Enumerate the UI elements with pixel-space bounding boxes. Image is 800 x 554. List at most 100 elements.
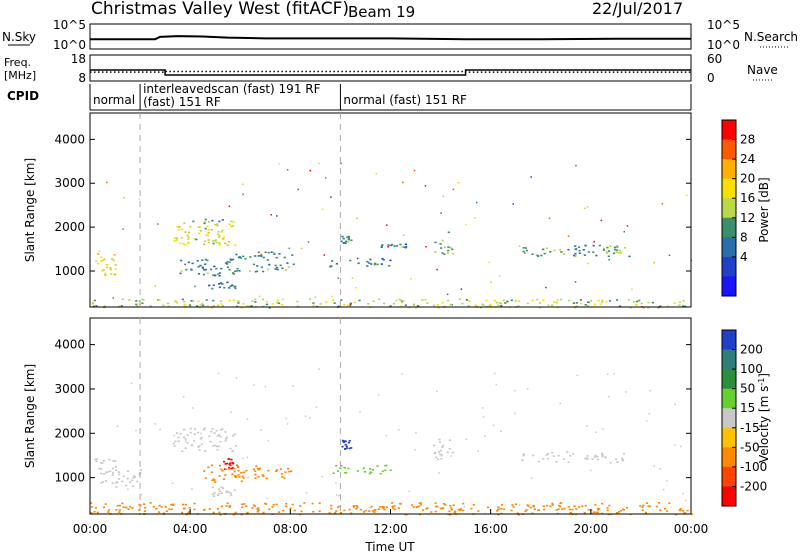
power-cell — [613, 248, 616, 251]
velocity-y-ticks: 1000 2000 3000 4000 — [54, 338, 691, 485]
velocity-colorbar-tick-label-3: 15 — [740, 401, 755, 415]
vel-cell — [555, 509, 558, 511]
x-tick-label-4: 16:00 — [473, 522, 508, 536]
power-cell — [376, 263, 379, 266]
power-scatter-cell — [442, 195, 445, 198]
power-patch-9 — [522, 244, 631, 258]
power-cell — [248, 305, 251, 308]
power-cell — [339, 305, 342, 308]
noise-left-tick-top: 10^5 — [53, 18, 86, 32]
power-scatter-cell — [331, 295, 333, 298]
vel-scatter-cell — [492, 424, 495, 426]
power-scatter-cell — [123, 197, 125, 199]
power-scatter-cell — [593, 240, 595, 243]
power-scatter-cell — [355, 287, 357, 289]
vel-cell — [226, 502, 229, 505]
power-colorbar-swatch-6 — [722, 237, 736, 258]
power-cell — [347, 235, 350, 238]
vel-cell — [241, 506, 244, 509]
vel-cell — [237, 466, 240, 468]
vel-cell — [433, 444, 436, 447]
power-cell — [95, 305, 98, 307]
vel-cell — [606, 507, 609, 509]
power-cell — [235, 253, 238, 256]
power-cell — [602, 249, 605, 251]
vel-cell — [233, 489, 236, 491]
vel-cell — [172, 503, 175, 506]
vel-cell — [237, 474, 240, 476]
power-cell — [441, 252, 444, 254]
power-cell — [177, 228, 180, 231]
vel-cell — [372, 510, 375, 512]
vel-cell — [364, 509, 367, 512]
power-cell — [212, 240, 215, 242]
vel-cell — [439, 453, 442, 456]
power-cell — [226, 244, 229, 247]
power-cell — [205, 234, 208, 236]
vel-cell — [203, 470, 206, 472]
vel-cell — [233, 433, 236, 436]
power-cell — [608, 250, 611, 252]
vel-cell — [664, 508, 667, 510]
power-cell — [499, 302, 503, 305]
power-cell — [262, 298, 265, 301]
vel-cell — [336, 470, 340, 472]
velocity-cells-group — [90, 368, 694, 516]
vel-cell — [210, 471, 213, 473]
power-scatter-cell — [307, 241, 310, 243]
power-cell — [638, 299, 641, 302]
vel-scatter-cell — [608, 396, 610, 398]
vel-cell — [421, 509, 425, 511]
vel-cell — [438, 441, 442, 443]
power-ytick-label-1: 2000 — [54, 220, 85, 234]
power-cell — [615, 249, 618, 251]
vel-scatter-cell — [292, 385, 294, 387]
vel-cell — [524, 510, 527, 513]
power-scatter-cell — [661, 202, 664, 205]
vel-cell — [216, 508, 220, 510]
power-scatter-cell — [387, 246, 389, 248]
power-cell — [465, 299, 468, 301]
velocity-colorbar-tick-label-2: 50 — [740, 382, 755, 396]
power-cell — [249, 270, 252, 272]
power-cell — [214, 224, 217, 226]
power-cell — [421, 299, 424, 301]
power-cell — [237, 302, 240, 304]
power-cell — [204, 218, 207, 221]
power-scatter-cell — [643, 307, 645, 309]
power-scatter-cell — [356, 257, 359, 260]
vel-cell — [546, 504, 549, 507]
power-cell — [232, 221, 235, 223]
power-cell — [340, 299, 343, 301]
power-cell — [109, 267, 112, 269]
vel-cell — [625, 506, 629, 509]
vel-cell — [532, 505, 535, 508]
vel-cell — [184, 503, 187, 506]
power-cell — [223, 286, 226, 289]
vel-scatter-cell — [246, 456, 249, 458]
power-cell — [567, 248, 570, 251]
vel-cell — [204, 477, 207, 479]
velocity-colorbar-label: Velocity [m s-1] — [757, 373, 771, 463]
power-cell — [228, 261, 231, 264]
freq-right-tick-bottom: 0 — [707, 71, 715, 85]
power-cell — [559, 298, 563, 301]
vel-cell — [149, 502, 152, 504]
power-cell — [97, 262, 100, 265]
power-scatter-cell — [98, 250, 101, 252]
power-scatter-cell — [460, 288, 463, 290]
vel-cell — [237, 469, 240, 472]
power-cell — [333, 302, 336, 304]
power-scatter-cell — [323, 254, 325, 256]
vel-cell — [419, 504, 422, 506]
power-cell — [353, 301, 356, 304]
power-cell — [179, 272, 182, 275]
vel-cell — [573, 505, 576, 507]
vel-cell — [228, 467, 231, 469]
power-cell — [100, 260, 103, 262]
vel-cell — [348, 440, 351, 442]
power-cell — [589, 300, 593, 302]
power-cell — [584, 244, 587, 247]
power-cell — [627, 299, 630, 301]
